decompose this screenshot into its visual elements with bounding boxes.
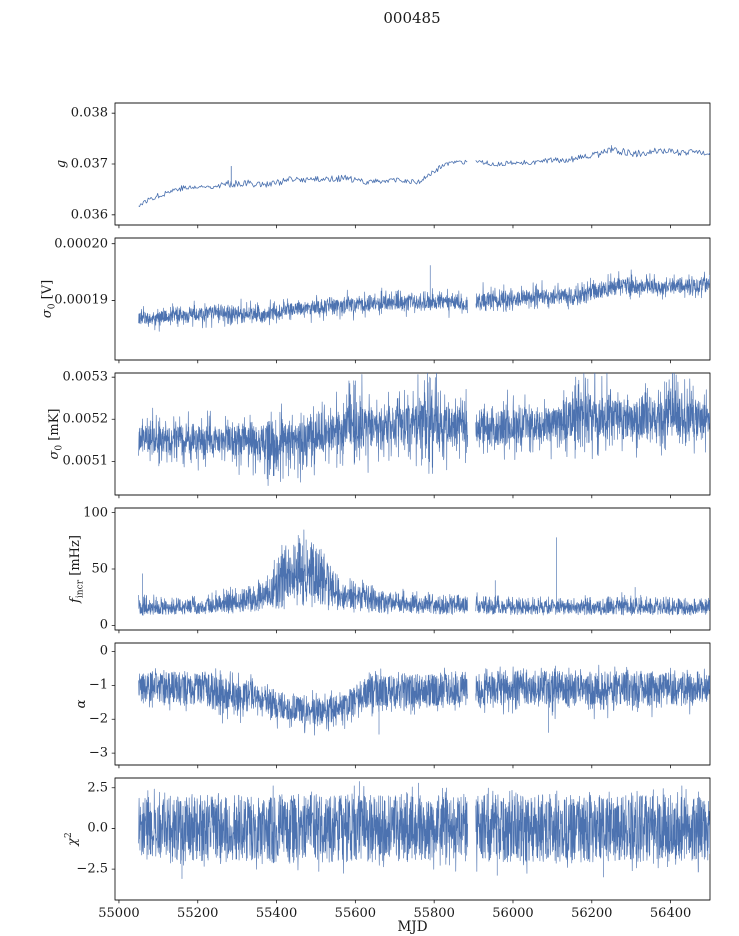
figure-title: 000485: [383, 9, 441, 27]
